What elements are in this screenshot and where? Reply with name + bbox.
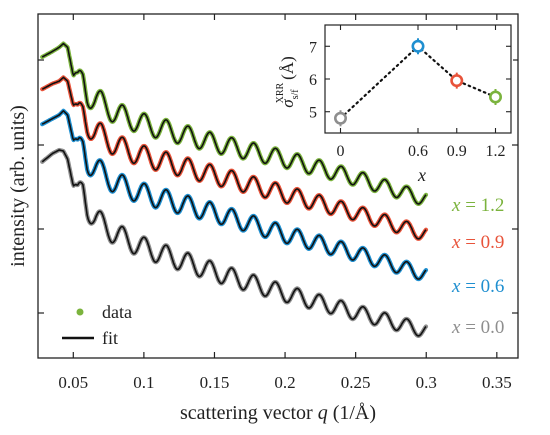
fit-curve-1-2 <box>41 42 427 205</box>
fit-curve-0-9 <box>41 76 427 240</box>
fit-curve-0-0 <box>41 149 427 337</box>
legend-fit-label: fit <box>102 328 118 348</box>
inset-ticks: 0 0.6 0.9 1.2 5 6 7 <box>309 25 511 160</box>
x-tick-label: 0.35 <box>482 373 512 392</box>
inset-dotted-connector <box>339 44 497 120</box>
inset-point <box>450 74 464 88</box>
x-tick-label: 0.3 <box>416 373 437 392</box>
inset-x-tick-label: 0.6 <box>408 143 428 160</box>
inset-x-tick-label: 0.9 <box>447 143 467 160</box>
x-tick-label: 0.1 <box>133 373 154 392</box>
inset-point <box>488 90 502 104</box>
legend-data-label: data <box>102 302 132 322</box>
inset-chart: 0 0.6 0.9 1.2 5 6 7 σs/fXRR(Å) x <box>275 22 513 185</box>
legend: data fit <box>62 302 132 348</box>
inset-point <box>411 39 425 53</box>
fit-curve-0-6 <box>41 110 427 280</box>
inset-y-axis-title: σs/fXRR(Å) <box>275 56 301 108</box>
x-tick-label: 0.2 <box>274 373 295 392</box>
inset-y-tick-label: 5 <box>309 105 317 122</box>
series-labels: x = 1.2 x = 0.9 x = 0.6 x = 0.0 <box>451 195 504 338</box>
series-label-x-1-2: x = 1.2 <box>451 195 504 216</box>
inset-y-tick-label: 6 <box>309 72 317 89</box>
series-label-x-0-9: x = 0.9 <box>451 232 504 253</box>
main-y-axis-title: intensity (arb. units) <box>7 105 29 267</box>
x-tick-label: 0.05 <box>58 373 88 392</box>
inset-point <box>333 111 347 125</box>
inset-x-tick-label: 0 <box>337 143 345 160</box>
x-tick-label: 0.25 <box>341 373 371 392</box>
inset-y-tick-label: 7 <box>309 39 317 56</box>
series-label-x-0-0: x = 0.0 <box>451 317 504 338</box>
inset-x-axis-title: x <box>417 165 426 185</box>
legend-data-marker <box>76 308 84 316</box>
inset-x-tick-label: 1.2 <box>486 143 506 160</box>
series-label-x-0-6: x = 0.6 <box>451 276 504 297</box>
inset-points <box>333 38 502 127</box>
x-tick-label: 0.15 <box>200 373 230 392</box>
data-curve-0-6 <box>40 108 429 282</box>
main-plot-frame <box>37 13 519 359</box>
main-x-ticks: 0.05 0.1 0.15 0.2 0.25 0.3 0.35 <box>58 14 512 392</box>
main-curves <box>40 41 429 338</box>
main-x-axis-title: scattering vector q (1/Å) <box>180 402 376 424</box>
